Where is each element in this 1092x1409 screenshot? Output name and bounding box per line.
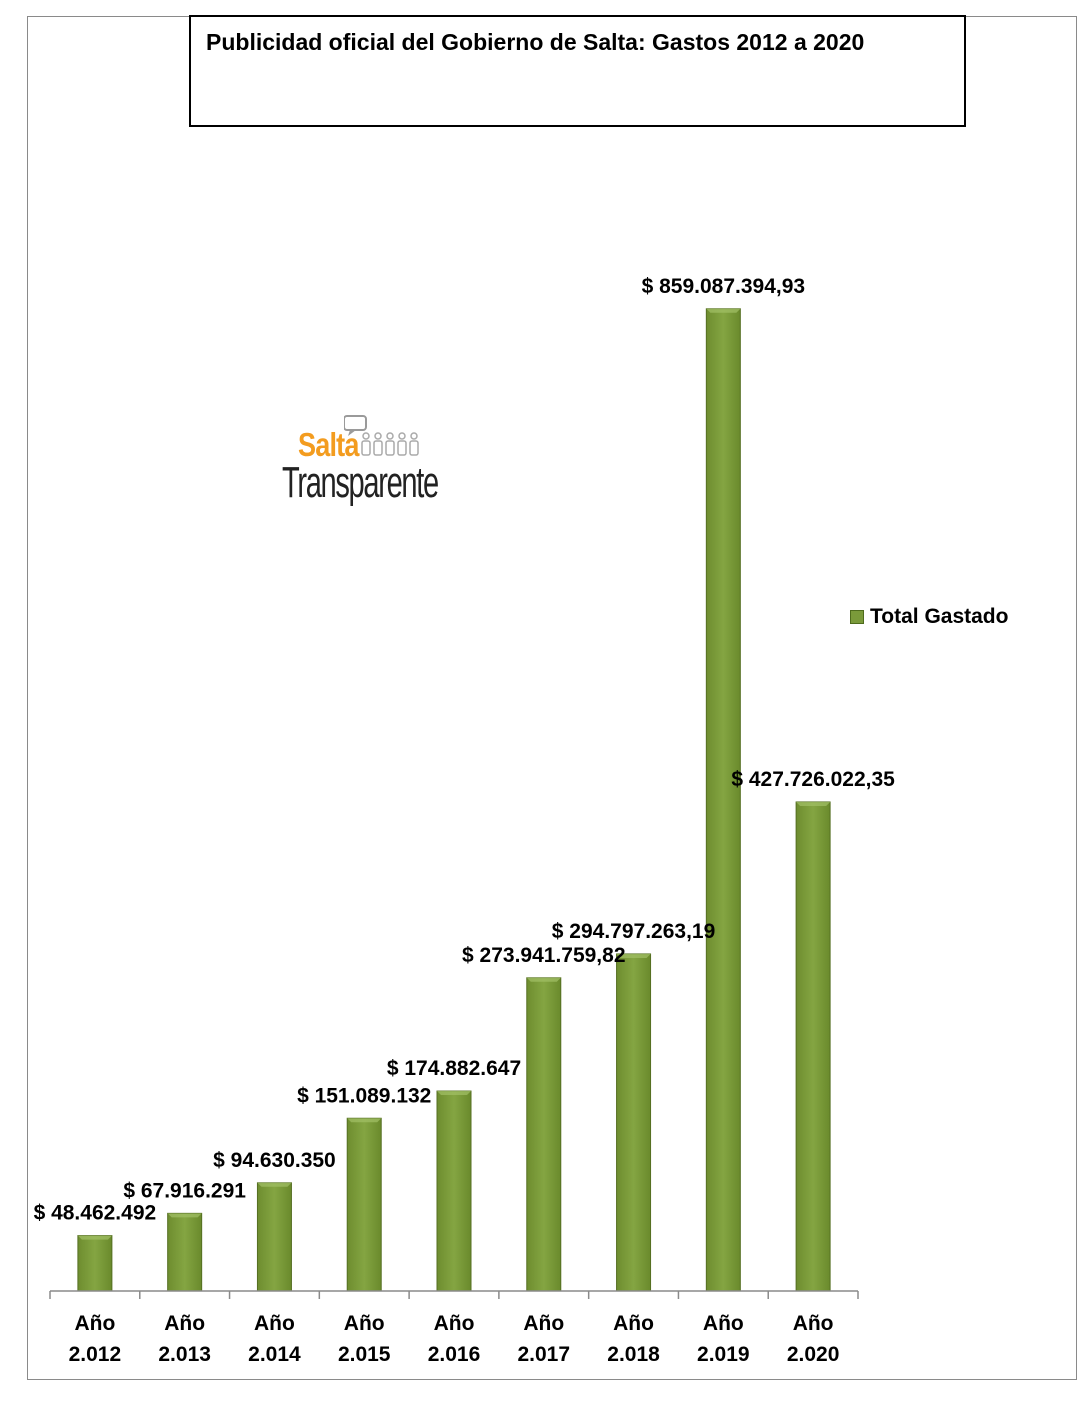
bar-2.014: [256, 1182, 292, 1292]
data-label: $ 859.087.394,93: [642, 275, 806, 298]
bar-bevel: [796, 801, 831, 806]
data-label: $ 273.941.759,82: [462, 944, 626, 967]
x-tick-label: 2.013: [158, 1343, 211, 1366]
bar-2.016: [436, 1090, 472, 1292]
bar-2.013: [167, 1212, 203, 1292]
bar-bevel: [437, 1091, 471, 1096]
x-tick-label: 2.014: [248, 1343, 301, 1366]
data-label: $ 294.797.263,19: [552, 920, 716, 943]
x-tick-label: 2.012: [69, 1343, 122, 1366]
bar-bevel: [167, 1213, 202, 1218]
salta-transparente-logo: Salta Transparente: [282, 412, 452, 522]
legend: Total Gastado: [850, 605, 1008, 629]
bar-bevel: [616, 953, 651, 958]
x-tick-label: 2.015: [338, 1343, 391, 1366]
data-label: $ 94.630.350: [213, 1149, 336, 1172]
data-label: $ 48.462.492: [34, 1202, 157, 1225]
x-tick-label: Año: [74, 1312, 115, 1335]
bar-bevel: [257, 1182, 292, 1187]
bar-2.020: [795, 801, 831, 1292]
bar-2.012: [77, 1235, 113, 1292]
x-tick-label: 2.016: [428, 1343, 481, 1366]
x-tick-label: Año: [703, 1312, 744, 1335]
bar-2.018: [616, 953, 652, 1292]
bar-bevel: [526, 977, 561, 982]
x-tick-label: 2.020: [787, 1343, 840, 1366]
chart-title: Publicidad oficial del Gobierno de Salta…: [206, 29, 865, 55]
bar-2.015: [346, 1117, 382, 1292]
x-tick-label: Año: [344, 1312, 385, 1335]
x-tick-label: Año: [254, 1312, 295, 1335]
x-tick-label: 2.017: [517, 1343, 570, 1366]
logo-transparente-text: Transparente: [282, 458, 439, 507]
people-icon: [344, 415, 419, 456]
bar-bevel: [347, 1118, 382, 1123]
bar-2.019: [705, 308, 741, 1292]
x-tick-label: 2.018: [607, 1343, 660, 1366]
title-box: Publicidad oficial del Gobierno de Salta…: [189, 15, 966, 127]
bar-2.017: [526, 977, 562, 1292]
bar-bevel: [706, 308, 741, 313]
logo-salta-text: Salta: [298, 426, 359, 463]
legend-swatch: [850, 610, 864, 624]
x-tick-label: Año: [793, 1312, 834, 1335]
x-tick-label: Año: [523, 1312, 564, 1335]
data-label: $ 67.916.291: [123, 1179, 246, 1202]
data-label: $ 174.882.647: [387, 1057, 521, 1080]
x-tick-label: Año: [164, 1312, 205, 1335]
bar-bevel: [77, 1235, 112, 1240]
legend-label: Total Gastado: [870, 605, 1009, 628]
x-tick-label: Año: [613, 1312, 654, 1335]
x-tick-label: 2.019: [697, 1343, 750, 1366]
data-label: $ 427.726.022,35: [731, 768, 895, 791]
data-label: $ 151.089.132: [297, 1084, 431, 1107]
x-tick-label: Año: [434, 1312, 475, 1335]
